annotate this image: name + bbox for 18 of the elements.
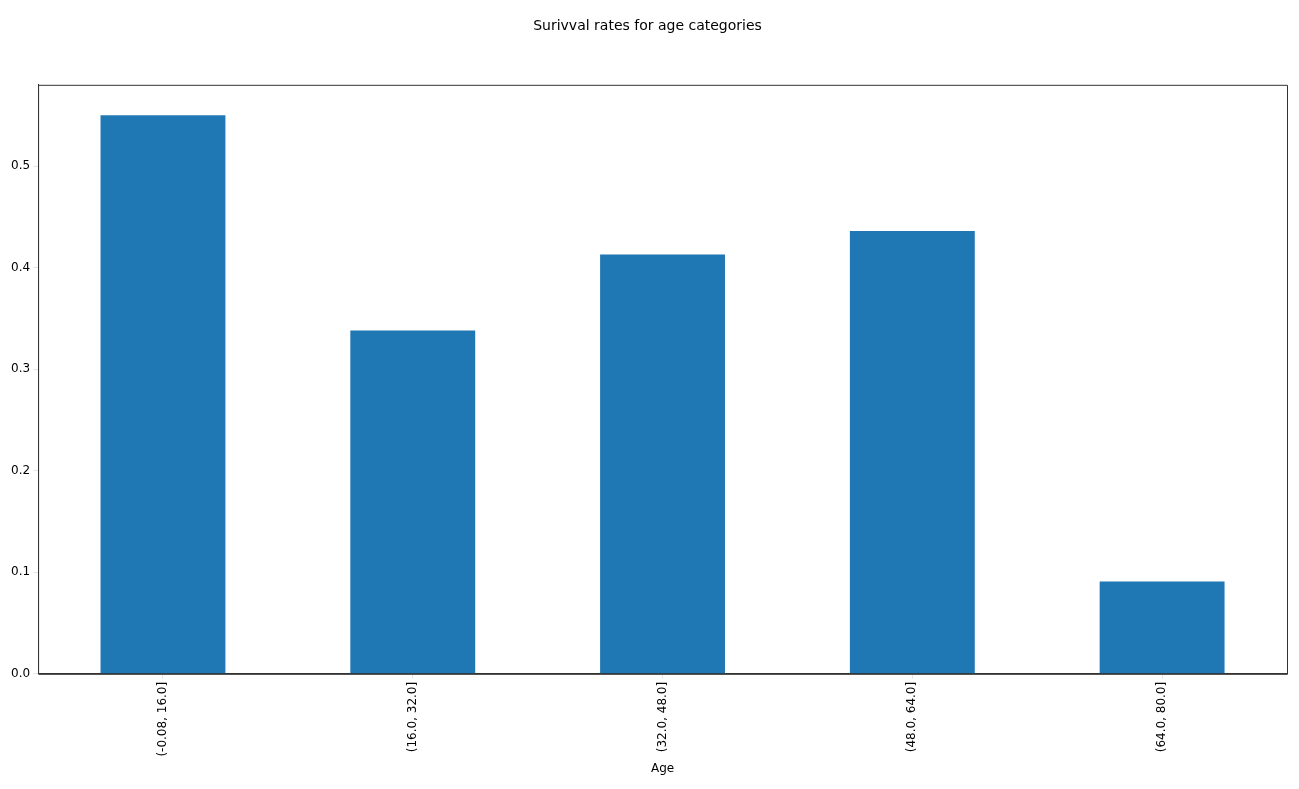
x-axis-title: Age	[650, 760, 675, 775]
x-tick-label: (48.0, 64.0]	[904, 681, 919, 753]
bar	[600, 254, 725, 674]
bar	[1099, 581, 1225, 674]
y-tick-label: 0.1	[10, 564, 31, 579]
y-tick-label: 0.3	[10, 361, 31, 376]
x-tick-label: (64.0, 80.0]	[1154, 681, 1169, 753]
y-tick-label: 0.2	[10, 462, 31, 477]
bar	[350, 330, 476, 674]
x-tick-label: (16.0, 32.0]	[404, 681, 419, 753]
x-tick-label: (-0.08, 16.0]	[155, 681, 170, 757]
y-tick-label: 0.4	[10, 259, 31, 274]
chart-title: Surivval rates for age categories	[533, 17, 762, 34]
bar	[100, 115, 226, 674]
y-tick-label: 0.0	[10, 665, 31, 680]
y-tick-label: 0.5	[10, 158, 31, 173]
bar	[849, 231, 975, 674]
x-tick-label: (32.0, 48.0]	[654, 681, 669, 753]
